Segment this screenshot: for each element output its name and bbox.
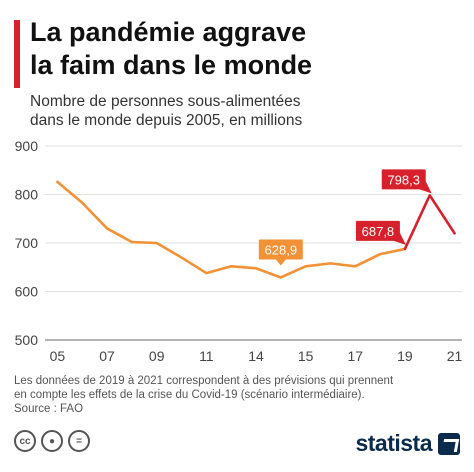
footnote: Les données de 2019 à 2021 correspondent…: [14, 374, 464, 402]
chart-title-line-2: la faim dans le monde: [30, 50, 313, 80]
x-tick-label-2015: 15: [298, 348, 314, 364]
series-line-historic: [56, 180, 407, 279]
by-icon[interactable]: ●: [41, 430, 63, 452]
x-tick-label-2009: 09: [149, 348, 165, 364]
y-tick-label-900: 900: [15, 138, 39, 154]
x-tick-label-2021: 21: [447, 348, 463, 364]
series-line-forecast: [403, 194, 456, 251]
footnote-line-1: Les données de 2019 à 2021 correspondent…: [14, 375, 394, 387]
brand-name: statista: [355, 430, 432, 456]
license-icons: cc ● =: [14, 430, 90, 452]
nd-icon[interactable]: =: [68, 430, 90, 452]
chart-subtitle: Nombre de personnes sous-alimentées dans…: [30, 92, 460, 130]
x-tick-label-2017: 17: [347, 348, 363, 364]
statista-logo[interactable]: statista: [355, 430, 460, 457]
chart-title-line-1: La pandémie aggrave: [30, 17, 307, 47]
title-accent-bar: [14, 20, 20, 88]
chart-title: La pandémie aggrave la faim dans le mond…: [30, 16, 460, 82]
data-label-box-0: [258, 239, 303, 260]
data-label-pointer-0: [275, 259, 286, 266]
statista-logo-icon: [438, 432, 460, 455]
line-chart: 500 600 700 800 900 05 07 09 11 14 15 17 19 21 628,9 68…: [15, 138, 463, 364]
data-label-0: 628,9: [265, 242, 298, 257]
cc-icon[interactable]: cc: [14, 430, 36, 452]
y-tick-label-600: 600: [15, 284, 39, 300]
x-tick-label-2007: 07: [99, 348, 115, 364]
y-tick-label-700: 700: [15, 235, 39, 251]
data-label-box-2: [381, 169, 426, 190]
source-text: Source : FAO: [14, 403, 84, 415]
data-label-2: 798,3: [387, 172, 420, 187]
y-tick-label-800: 800: [15, 187, 39, 203]
x-tick-label-2013: 14: [248, 348, 264, 364]
data-label-1: 687,8: [362, 224, 395, 239]
y-tick-label-500: 500: [15, 332, 39, 348]
x-tick-label-2019: 19: [397, 348, 413, 364]
chart-subtitle-line-1: Nombre de personnes sous-alimentées: [30, 93, 301, 110]
footnote-line-2: en compte les effets de la crise du Covi…: [14, 389, 365, 401]
data-label-box-1: [355, 220, 400, 241]
x-tick-label-2005: 05: [50, 348, 66, 364]
x-tick-label-2011: 11: [199, 348, 214, 364]
chart-subtitle-line-2: dans le monde depuis 2005, en millions: [30, 112, 303, 129]
